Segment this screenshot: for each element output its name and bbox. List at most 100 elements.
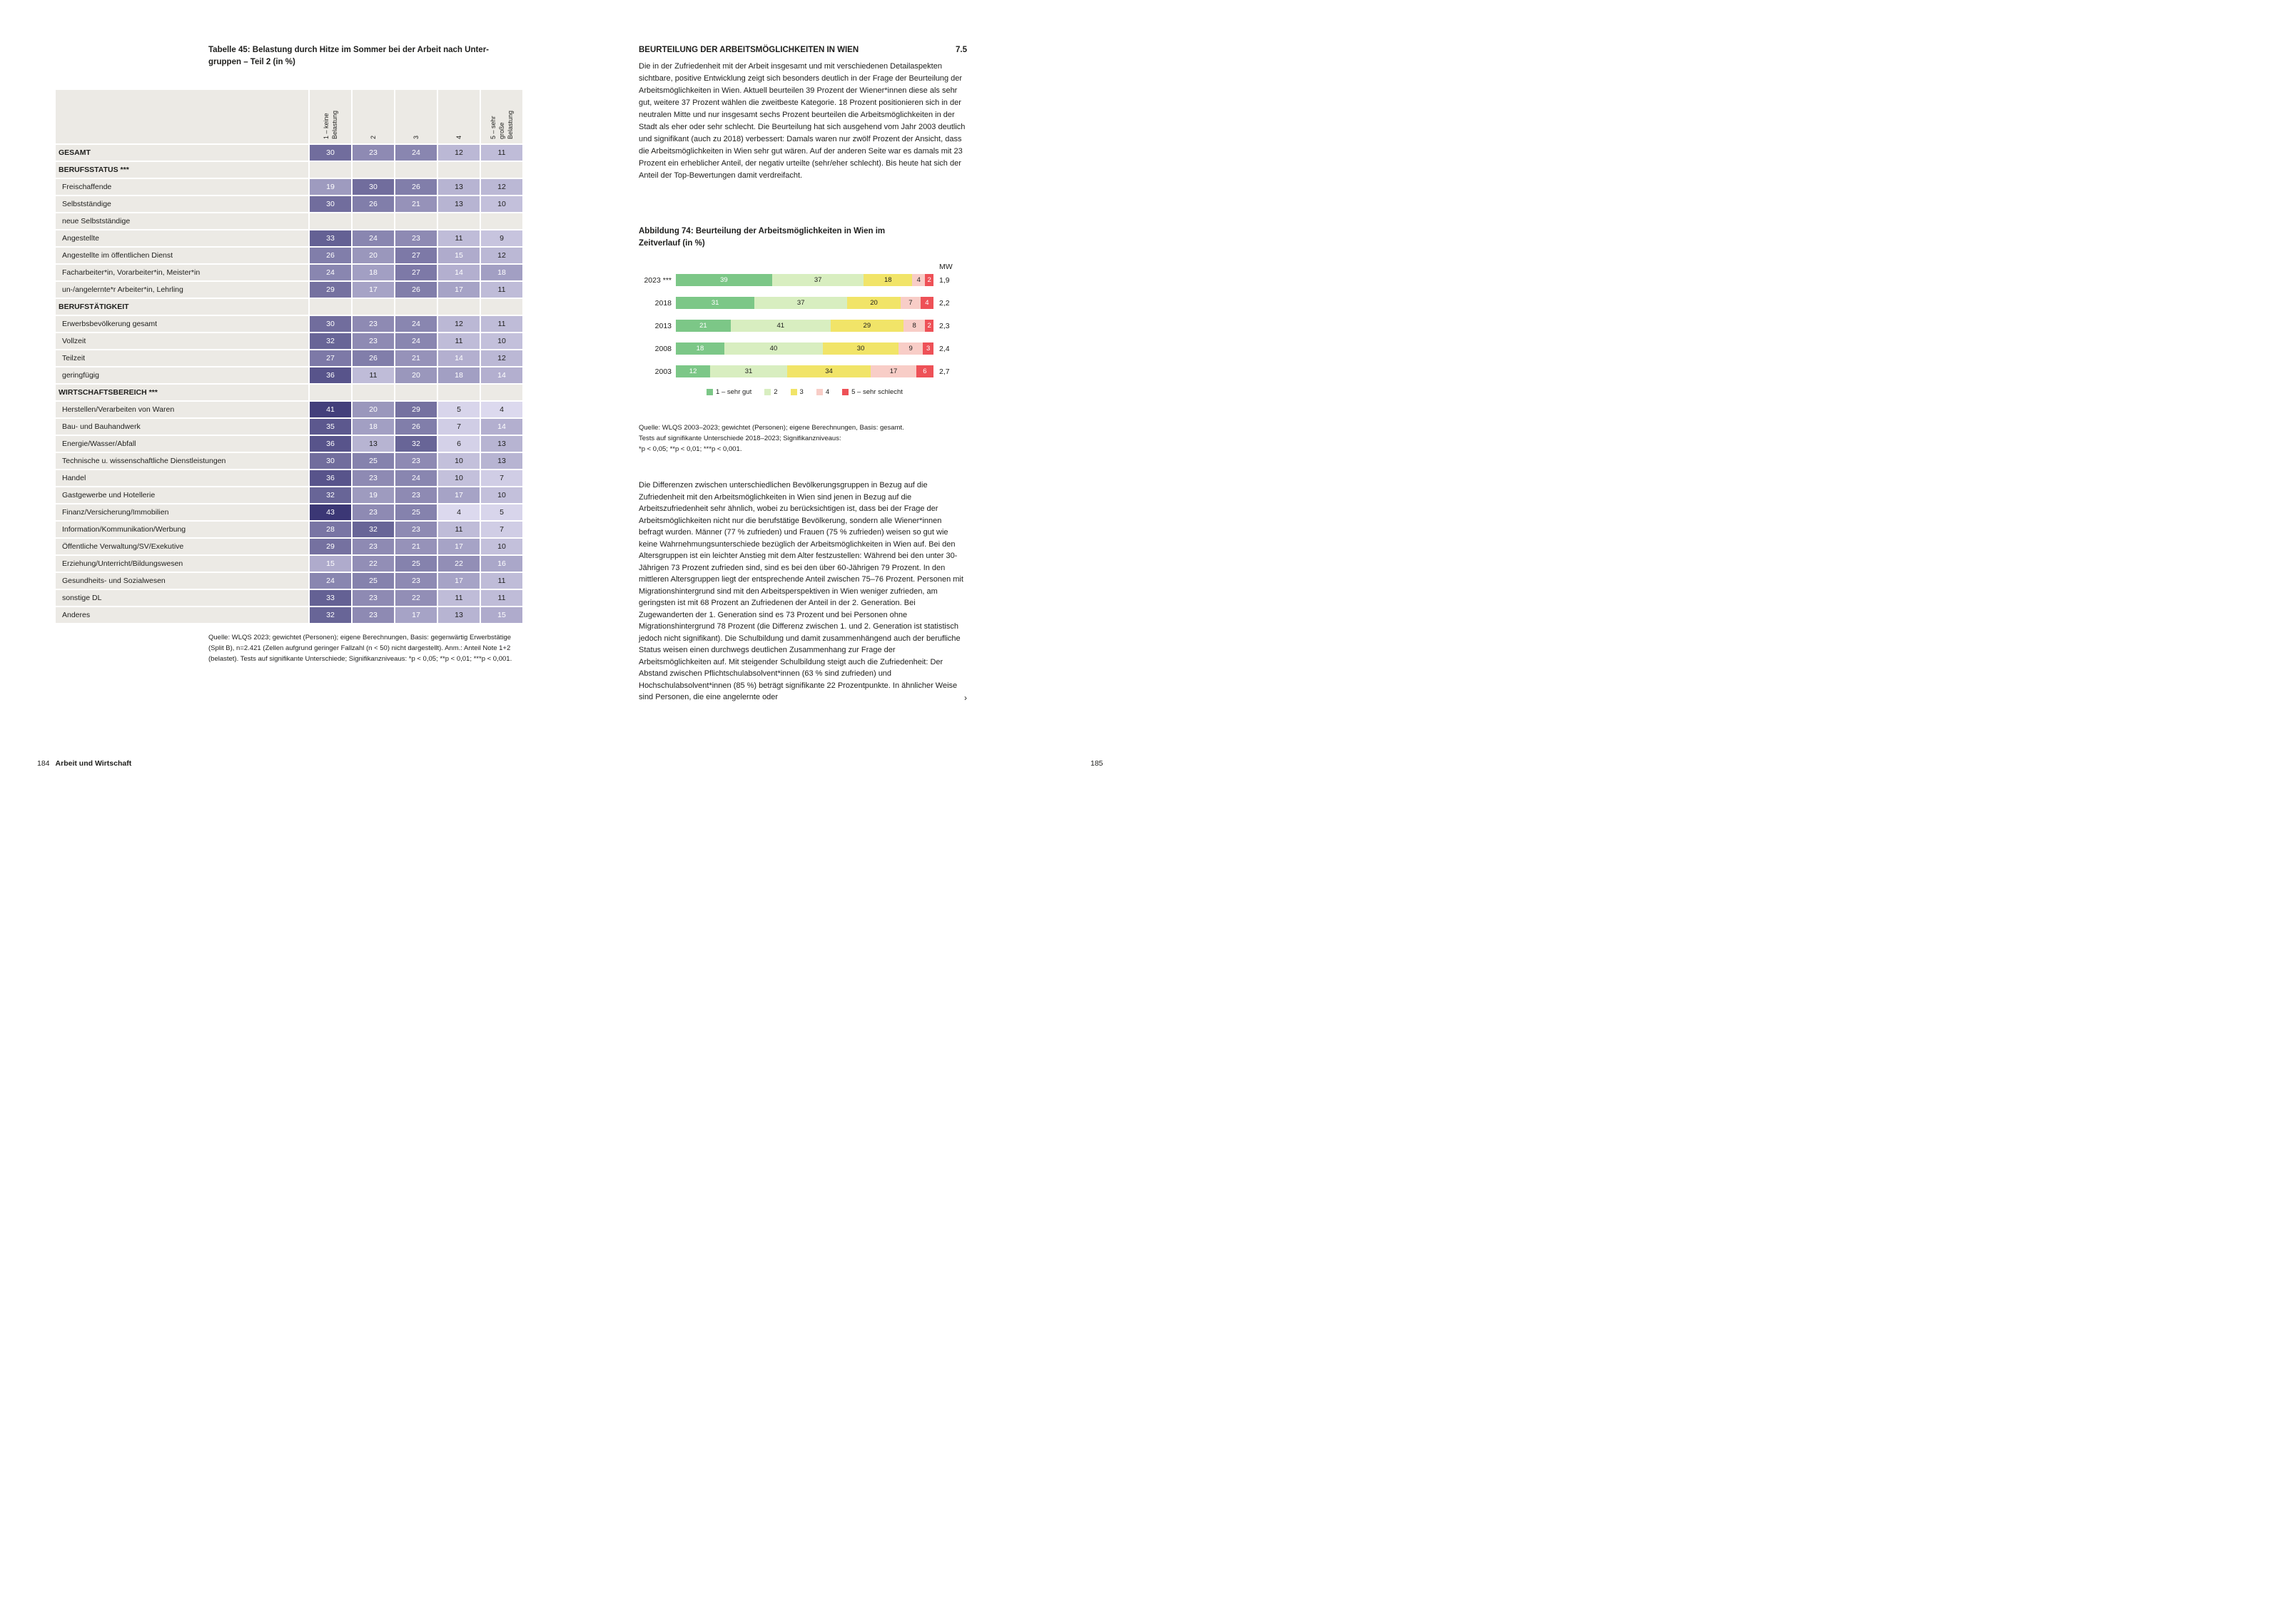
table-cell: 12 xyxy=(438,316,480,332)
table-cell: 16 xyxy=(481,556,522,572)
table-cell: 23 xyxy=(353,470,394,486)
row-label: Teilzeit xyxy=(56,350,308,366)
table-cell: 36 xyxy=(310,436,351,452)
column-header-1: 1 – keine Belastung xyxy=(310,90,351,143)
row-label: Gastgewerbe und Hotellerie xyxy=(56,487,308,503)
paragraph-2-text: Die Differenzen zwischen unterschiedlich… xyxy=(639,481,963,701)
table-cell: 13 xyxy=(438,179,480,195)
table-cell: 17 xyxy=(438,487,480,503)
table-cell: 30 xyxy=(310,145,351,161)
table-cell: 21 xyxy=(395,196,437,212)
legend-swatch-icon xyxy=(764,389,771,395)
table-cell: 33 xyxy=(310,230,351,246)
bar-year-label: 2018 xyxy=(654,298,672,308)
table-cell: 24 xyxy=(310,573,351,589)
bar-mw-value: 2,4 xyxy=(939,344,950,353)
row-label: Angestellte xyxy=(56,230,308,246)
table-cell: 26 xyxy=(395,179,437,195)
chart-legend: 1 – sehr gut 2 3 4 5 – sehr schlecht xyxy=(676,388,933,396)
legend-item: 2 xyxy=(764,388,778,396)
bar-year-label: 2003 xyxy=(654,367,672,376)
chart-bar-row: 2023 *** 39 37 18 4 2 1,9 xyxy=(639,274,967,286)
bar-track: 12 31 34 17 6 xyxy=(676,365,933,377)
bar-segment: 30 xyxy=(822,342,899,355)
paragraph-1: Die in der Zufriedenheit mit der Arbeit … xyxy=(639,62,966,181)
table-cell: 23 xyxy=(353,504,394,520)
table-cell: 29 xyxy=(395,402,437,417)
legend-item: 1 – sehr gut xyxy=(707,388,751,396)
footer-left: 184 Arbeit und Wirtschaft xyxy=(37,759,131,768)
table-cell: 18 xyxy=(438,367,480,383)
table-cell: 23 xyxy=(353,590,394,606)
bar-mw-value: 2,2 xyxy=(939,298,950,308)
table-cell: 24 xyxy=(353,230,394,246)
row-label: Finanz/Versicherung/Immobilien xyxy=(56,504,308,520)
section-row-label: WIRTSCHAFTSBEREICH *** xyxy=(56,385,308,400)
table-cell: 33 xyxy=(310,590,351,606)
table-cell xyxy=(310,162,351,178)
table-title: Tabelle 45: Belastung durch Hitze im Som… xyxy=(208,44,527,69)
chart-title: Abbildung 74: Beurteilung der Arbeitsmög… xyxy=(639,225,960,250)
table-cell: 32 xyxy=(395,436,437,452)
table-cell: 11 xyxy=(438,230,480,246)
table-cell: 27 xyxy=(395,248,437,263)
table-cell: 20 xyxy=(353,402,394,417)
bar-track: 39 37 18 4 2 xyxy=(676,274,933,286)
row-label: un-/angelernte*r Arbeiter*in, Lehrling xyxy=(56,282,308,298)
table-cell: 24 xyxy=(395,333,437,349)
table-cell: 5 xyxy=(481,504,522,520)
table-cell: 17 xyxy=(395,607,437,623)
row-label: Information/Kommunikation/Werbung xyxy=(56,522,308,537)
bar-segment: 17 xyxy=(871,365,916,377)
table-cell: 4 xyxy=(438,504,480,520)
bar-segment: 21 xyxy=(676,320,731,332)
table-cell: 24 xyxy=(395,145,437,161)
row-label: Erziehung/Unterricht/Bildungswesen xyxy=(56,556,308,572)
table-cell: 36 xyxy=(310,367,351,383)
row-label: Freischaffende xyxy=(56,179,308,195)
table-title-line1: Tabelle 45: Belastung durch Hitze im Som… xyxy=(208,46,489,54)
chart-bar-row: 2003 12 31 34 17 6 2,7 xyxy=(639,365,967,377)
bar-segment: 18 xyxy=(676,342,724,355)
table-cell: 11 xyxy=(481,316,522,332)
bar-segment: 4 xyxy=(912,274,926,286)
table-cell xyxy=(395,299,437,315)
table-cell: 12 xyxy=(481,350,522,366)
section-heading-row: BEURTEILUNG DER ARBEITSMÖGLICHKEITEN IN … xyxy=(639,46,967,54)
table-cell: 13 xyxy=(481,453,522,469)
table-cell xyxy=(353,385,394,400)
table-cell: 11 xyxy=(481,282,522,298)
table-cell: 7 xyxy=(481,522,522,537)
table-cell: 28 xyxy=(310,522,351,537)
table-cell: 9 xyxy=(481,230,522,246)
bar-year-label: 2023 *** xyxy=(644,275,672,285)
table-cell: 13 xyxy=(438,607,480,623)
table-cell: 19 xyxy=(353,487,394,503)
row-label: Öffentliche Verwaltung/SV/Exekutive xyxy=(56,539,308,554)
belastung-table: 1 – keine Belastung 2 3 4 5 – sehr große Belast… xyxy=(56,90,522,623)
bar-year-label: 2013 xyxy=(654,321,672,330)
bar-track: 21 41 29 8 2 xyxy=(676,320,933,332)
table-cell: 25 xyxy=(353,573,394,589)
table-cell: 27 xyxy=(395,265,437,280)
table-cell: 11 xyxy=(353,367,394,383)
legend-label: 4 xyxy=(825,388,830,396)
chart-bar-row: 2018 31 37 20 7 4 2,2 xyxy=(639,297,967,309)
table-cell: 11 xyxy=(481,573,522,589)
table-cell: 10 xyxy=(481,539,522,554)
column-header-label: 5 – sehr große Belastung xyxy=(490,110,514,139)
chart-source-line1: Quelle: WLQS 2003–2023; gewichtet (Perso… xyxy=(639,424,904,432)
row-label: Bau- und Bauhandwerk xyxy=(56,419,308,435)
table-cell xyxy=(395,213,437,229)
table-cell: 25 xyxy=(353,453,394,469)
table-cell: 24 xyxy=(395,316,437,332)
bar-segment: 12 xyxy=(676,365,711,377)
bar-segment: 34 xyxy=(786,365,871,377)
row-label: Herstellen/Verarbeiten von Waren xyxy=(56,402,308,417)
table-cell: 14 xyxy=(481,419,522,435)
table-cell: 26 xyxy=(395,282,437,298)
table-cell: 11 xyxy=(481,145,522,161)
table-cell: 32 xyxy=(353,522,394,537)
table-cell xyxy=(438,162,480,178)
table-cell: 25 xyxy=(395,504,437,520)
